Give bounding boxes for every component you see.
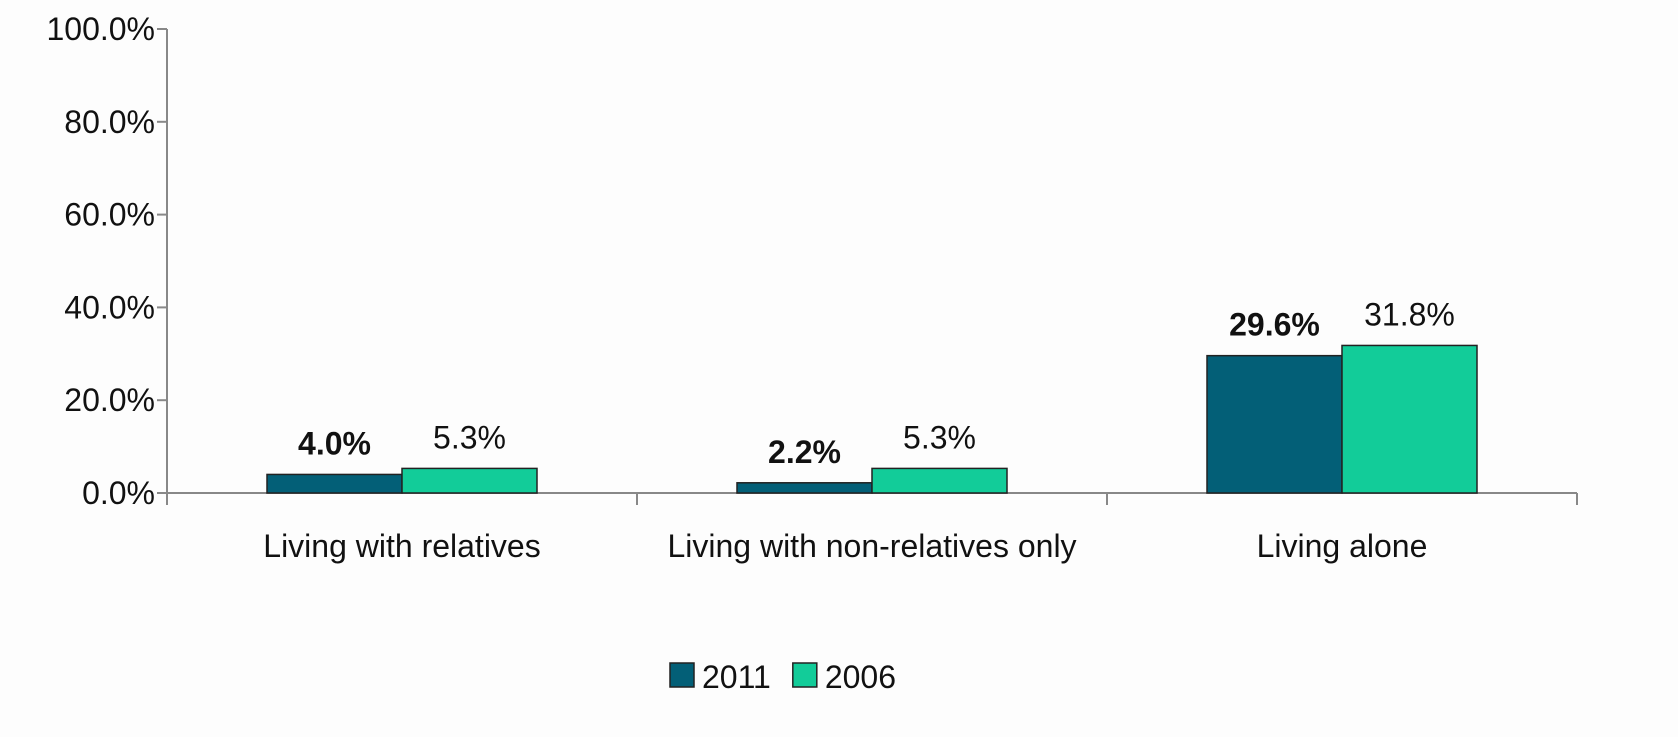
- legend-label: 2011: [702, 659, 771, 695]
- y-tick-label: 20.0%: [64, 382, 155, 418]
- bar: [401, 467, 538, 494]
- legend-label: 2006: [825, 659, 896, 695]
- bar: [266, 473, 403, 494]
- x-tick-label: Living with non-relatives only: [667, 528, 1077, 564]
- y-tick-label: 60.0%: [64, 197, 155, 233]
- bar: [871, 467, 1008, 494]
- y-tick-label: 80.0%: [64, 104, 155, 140]
- bar: [736, 482, 873, 494]
- value-label: 29.6%: [1229, 307, 1320, 343]
- value-label: 5.3%: [903, 419, 976, 455]
- y-tick-label: 0.0%: [82, 475, 155, 511]
- y-tick-label: 40.0%: [64, 289, 155, 325]
- bar: [1341, 344, 1478, 494]
- x-tick-label: Living alone: [1256, 528, 1428, 564]
- y-tick-label: 100.0%: [46, 11, 155, 47]
- legend-swatch: [669, 662, 695, 688]
- bar: [1206, 354, 1343, 494]
- x-tick-label: Living with relatives: [263, 528, 541, 564]
- legend-swatch: [792, 662, 818, 688]
- value-label: 5.3%: [433, 419, 506, 455]
- value-label: 2.2%: [768, 434, 841, 470]
- value-label: 31.8%: [1364, 296, 1455, 332]
- value-label: 4.0%: [298, 425, 371, 461]
